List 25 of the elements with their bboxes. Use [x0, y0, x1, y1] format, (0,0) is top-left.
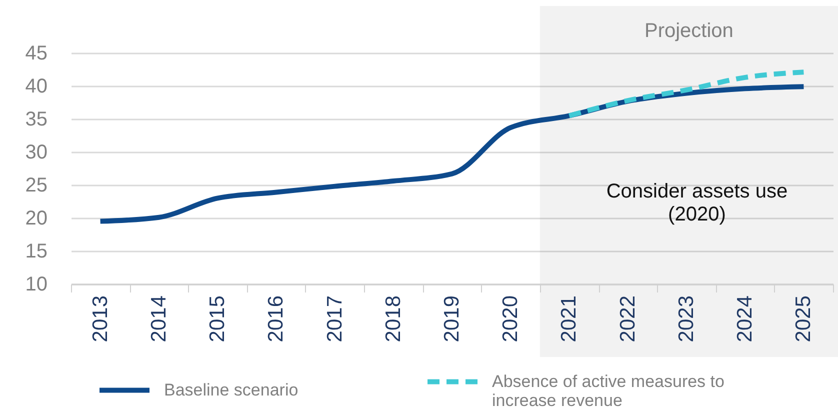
x-tick-label: 2023	[674, 296, 698, 342]
y-tick-label: 35	[25, 108, 48, 130]
x-tick-label: 2018	[382, 296, 405, 342]
x-tick-label: 2013	[88, 296, 112, 342]
x-tick-label: 2015	[206, 296, 230, 342]
y-tick-label: 30	[25, 142, 48, 164]
y-tick-label: 40	[25, 76, 48, 98]
x-tick-label: 2020	[499, 296, 522, 342]
y-tick-label: 25	[25, 174, 48, 196]
legend-label: Absence of active measures to increase revenue	[492, 372, 724, 410]
x-tick-label: 2025	[792, 296, 816, 342]
x-tick-label: 2022	[616, 296, 640, 342]
x-tick-label: 2014	[147, 295, 170, 342]
annotation: Consider assets use (2020)	[606, 180, 788, 226]
legend-label: Baseline scenario	[164, 380, 298, 400]
y-tick-label: 20	[25, 208, 48, 230]
y-tick-label: 15	[25, 240, 48, 262]
x-tick-label: 2019	[440, 296, 464, 342]
y-tick-label: 10	[25, 274, 48, 296]
x-tick-label: 2024	[734, 295, 757, 342]
band-label: Projection	[644, 20, 734, 42]
y-tick-label: 45	[25, 42, 48, 64]
x-tick-label: 2016	[264, 296, 288, 342]
x-tick-label: 2017	[323, 296, 346, 342]
x-tick-label: 2021	[558, 296, 581, 342]
